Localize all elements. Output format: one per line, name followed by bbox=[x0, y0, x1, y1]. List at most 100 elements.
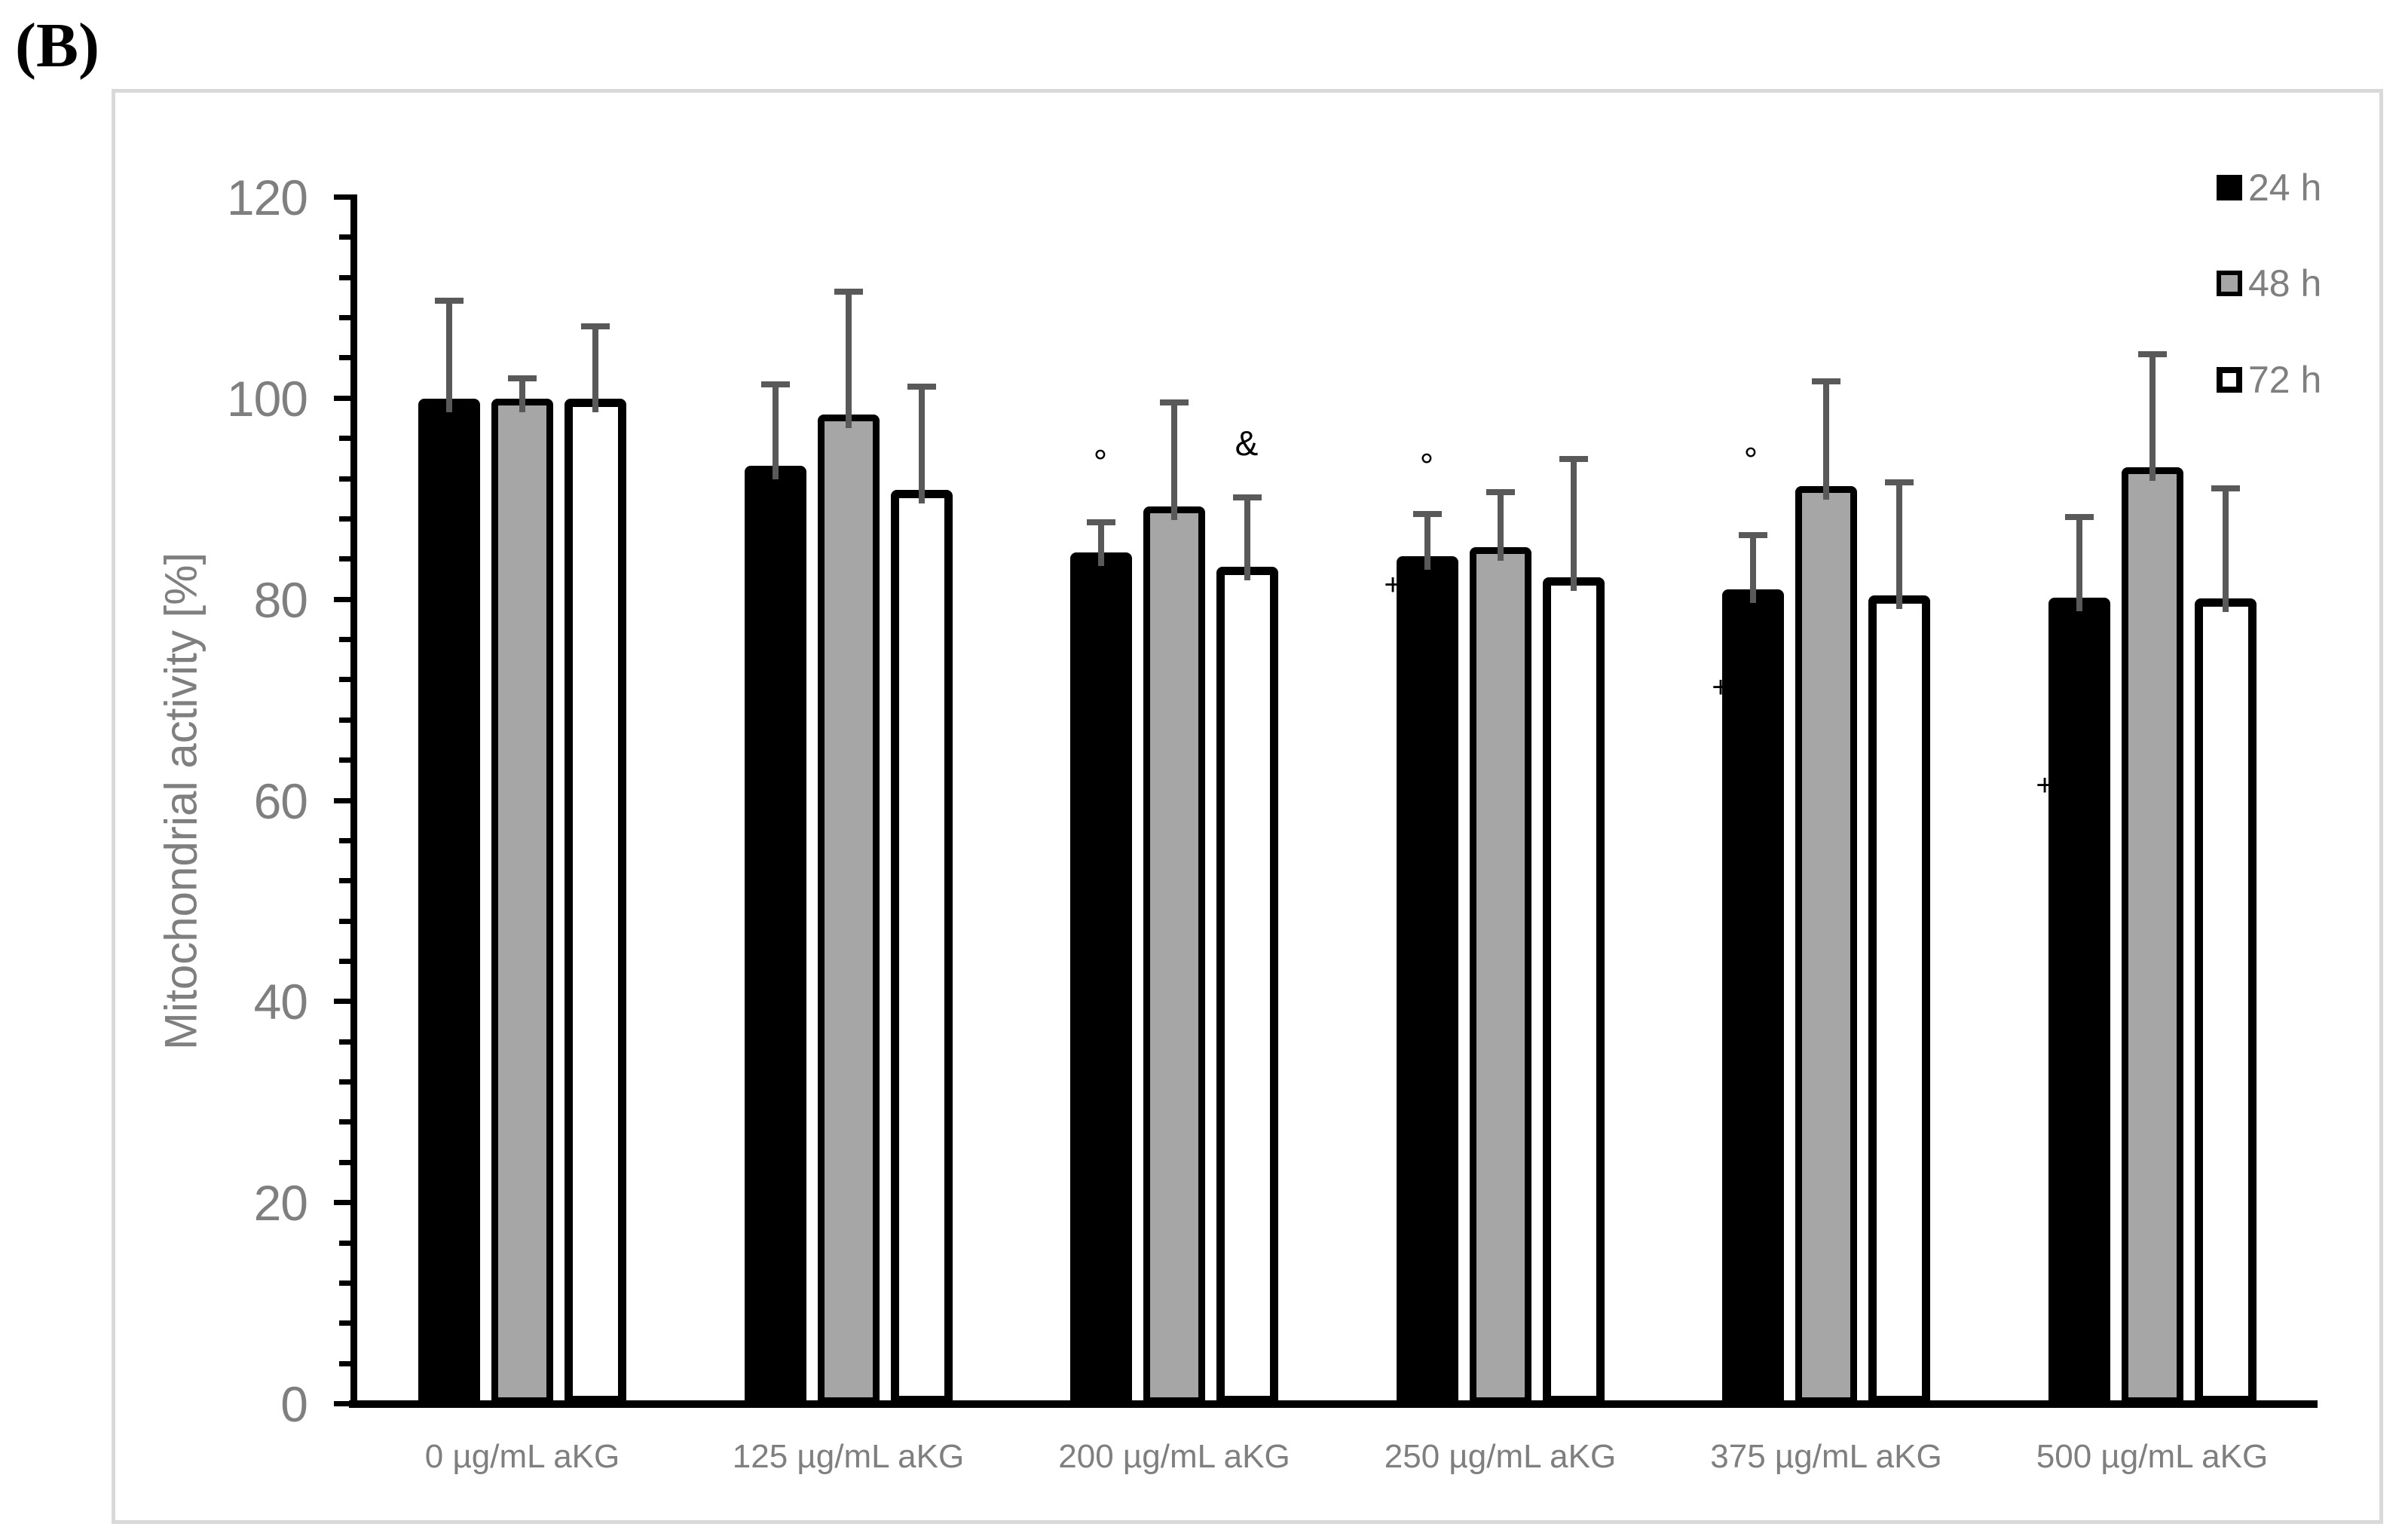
x-tick-label-g0: 0 µg/mL aKG bbox=[424, 1438, 620, 1475]
x-tick-label-g2: 200 µg/mL aKG bbox=[1058, 1438, 1290, 1475]
error-cap-24h-g2 bbox=[1087, 519, 1115, 525]
y-minor-tick bbox=[339, 1320, 353, 1326]
legend-label-24h: 24 h bbox=[2248, 167, 2322, 209]
chart-frame: Mitochondrial activity [%] 0 20 40 60 80 100 1… bbox=[112, 89, 2383, 1524]
y-minor-tick bbox=[339, 436, 353, 442]
x-tick-label-g5: 500 µg/mL aKG bbox=[2036, 1438, 2269, 1475]
error-bar-72h-g4 bbox=[1896, 482, 1902, 610]
y-major-tick bbox=[334, 1401, 353, 1406]
error-cap-24h-g1 bbox=[760, 381, 790, 388]
error-cap-48h-g2 bbox=[1160, 399, 1189, 406]
error-bar-48h-g4 bbox=[1823, 381, 1829, 500]
error-bar-24h-g5 bbox=[2076, 517, 2082, 611]
y-minor-tick bbox=[339, 918, 353, 924]
y-tick-label: 120 bbox=[226, 170, 308, 225]
y-minor-tick bbox=[339, 1360, 353, 1366]
error-cap-48h-g0 bbox=[508, 375, 537, 382]
bar-48h-g3 bbox=[1469, 547, 1531, 1404]
y-tick-label: 0 bbox=[280, 1376, 308, 1432]
legend-swatch-48h bbox=[2217, 271, 2242, 296]
annotation-degree-0: ° bbox=[1093, 442, 1108, 482]
error-cap-72h-g3 bbox=[1559, 455, 1588, 462]
error-bar-24h-g4 bbox=[1750, 535, 1756, 604]
bar-48h-g5 bbox=[2121, 467, 2183, 1404]
y-minor-tick bbox=[339, 1079, 353, 1085]
y-minor-tick bbox=[339, 757, 353, 763]
error-cap-72h-g4 bbox=[1885, 479, 1914, 485]
bar-72h-g3 bbox=[1542, 577, 1605, 1404]
error-cap-24h-g4 bbox=[1739, 532, 1767, 539]
error-cap-72h-g5 bbox=[2211, 485, 2240, 491]
bar-48h-g1 bbox=[817, 415, 880, 1404]
annotation-degree-2: ° bbox=[1419, 446, 1434, 485]
y-minor-tick bbox=[339, 677, 353, 683]
y-minor-tick bbox=[339, 516, 353, 522]
error-bar-24h-g2 bbox=[1098, 522, 1104, 566]
y-minor-tick bbox=[339, 315, 353, 321]
y-minor-tick bbox=[339, 1119, 353, 1125]
error-cap-72h-g0 bbox=[581, 323, 610, 329]
error-cap-24h-g3 bbox=[1412, 511, 1442, 518]
legend-label-72h: 72 h bbox=[2248, 359, 2322, 401]
y-minor-tick bbox=[339, 878, 353, 884]
error-bar-48h-g5 bbox=[2149, 354, 2156, 481]
y-tick-label: 80 bbox=[253, 571, 308, 628]
x-axis-line bbox=[349, 1400, 2318, 1408]
error-bar-24h-g0 bbox=[446, 301, 452, 412]
y-tick-label: 40 bbox=[253, 974, 308, 1030]
bar-24h-g5 bbox=[2048, 597, 2110, 1404]
bar-48h-g0 bbox=[491, 398, 553, 1404]
error-cap-24h-g0 bbox=[435, 298, 464, 304]
y-minor-tick bbox=[339, 355, 353, 361]
error-bar-48h-g1 bbox=[845, 292, 852, 429]
y-major-tick bbox=[334, 999, 353, 1005]
error-cap-24h-g5 bbox=[2064, 514, 2094, 521]
bar-72h-g2 bbox=[1216, 566, 1278, 1404]
x-tick-label-g3: 250 µg/mL aKG bbox=[1384, 1438, 1617, 1475]
error-bar-72h-g3 bbox=[1570, 458, 1577, 592]
bar-48h-g4 bbox=[1795, 485, 1857, 1404]
y-minor-tick bbox=[339, 274, 353, 280]
bar-24h-g0 bbox=[418, 398, 480, 1404]
bar-72h-g5 bbox=[2194, 598, 2257, 1404]
bar-24h-g2 bbox=[1070, 552, 1132, 1404]
y-axis-line bbox=[350, 194, 357, 1408]
panel-label: (B) bbox=[15, 11, 99, 81]
y-minor-tick bbox=[339, 637, 353, 643]
error-bar-24h-g1 bbox=[772, 384, 779, 480]
legend-swatch-24h bbox=[2217, 175, 2242, 200]
error-cap-48h-g1 bbox=[834, 289, 863, 295]
error-bar-72h-g0 bbox=[592, 326, 598, 412]
y-minor-tick bbox=[339, 958, 353, 964]
bar-24h-g3 bbox=[1396, 556, 1458, 1404]
error-cap-48h-g5 bbox=[2137, 351, 2167, 358]
error-bar-48h-g3 bbox=[1497, 491, 1504, 561]
legend-swatch-72h bbox=[2217, 367, 2242, 393]
error-bar-24h-g3 bbox=[1424, 514, 1430, 571]
bar-72h-g1 bbox=[890, 490, 953, 1404]
error-cap-72h-g1 bbox=[907, 383, 936, 390]
error-cap-48h-g3 bbox=[1485, 488, 1515, 495]
y-minor-tick bbox=[339, 556, 353, 562]
y-minor-tick bbox=[339, 837, 353, 843]
y-major-tick bbox=[334, 797, 353, 803]
error-bar-72h-g1 bbox=[918, 386, 925, 504]
error-bar-48h-g2 bbox=[1171, 402, 1177, 520]
error-bar-72h-g2 bbox=[1244, 497, 1250, 580]
y-minor-tick bbox=[339, 476, 353, 482]
y-tick-label: 100 bbox=[226, 370, 308, 427]
x-tick-label-g1: 125 µg/mL aKG bbox=[732, 1438, 965, 1475]
bar-48h-g2 bbox=[1143, 506, 1205, 1404]
error-bar-72h-g5 bbox=[2222, 488, 2229, 613]
y-major-tick bbox=[334, 395, 353, 401]
bar-72h-g0 bbox=[565, 398, 626, 1404]
y-minor-tick bbox=[339, 1039, 353, 1045]
y-minor-tick bbox=[339, 1240, 353, 1246]
error-cap-72h-g2 bbox=[1233, 494, 1262, 500]
annotation-degree-3: ° bbox=[1743, 440, 1758, 479]
y-major-tick bbox=[334, 194, 353, 200]
y-major-tick bbox=[334, 596, 353, 602]
bar-72h-g4 bbox=[1868, 595, 1930, 1404]
bar-24h-g1 bbox=[744, 466, 806, 1404]
